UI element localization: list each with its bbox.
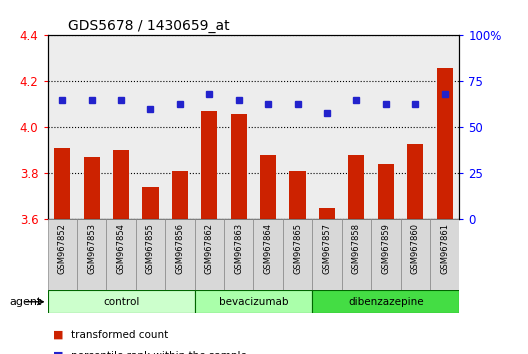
Text: GSM967859: GSM967859 — [381, 223, 390, 274]
Bar — [401, 35, 430, 219]
Bar — [201, 111, 218, 219]
Bar — [224, 219, 253, 290]
Text: dibenzazepine: dibenzazepine — [348, 297, 423, 307]
Text: GSM967862: GSM967862 — [205, 223, 214, 274]
Bar — [348, 155, 364, 219]
Bar — [136, 35, 165, 219]
Text: GDS5678 / 1430659_at: GDS5678 / 1430659_at — [68, 19, 230, 33]
Bar — [195, 219, 224, 290]
Text: GSM967853: GSM967853 — [87, 223, 96, 274]
Text: GSM967857: GSM967857 — [323, 223, 332, 274]
Bar — [77, 35, 106, 219]
Bar — [283, 35, 312, 219]
Bar — [83, 157, 100, 219]
Bar — [312, 35, 342, 219]
Bar — [165, 35, 195, 219]
Bar — [437, 68, 452, 219]
Bar — [106, 35, 136, 219]
Text: GSM967861: GSM967861 — [440, 223, 449, 274]
Text: agent: agent — [10, 297, 42, 307]
Bar — [319, 208, 335, 219]
Bar — [143, 187, 158, 219]
Text: ■: ■ — [53, 330, 63, 339]
Text: GSM967854: GSM967854 — [117, 223, 126, 274]
Bar — [48, 35, 77, 219]
Text: bevacizumab: bevacizumab — [219, 297, 288, 307]
Bar — [253, 219, 283, 290]
Text: control: control — [103, 297, 139, 307]
Bar — [48, 290, 195, 313]
Text: GSM967852: GSM967852 — [58, 223, 67, 274]
Bar — [48, 219, 77, 290]
Bar — [136, 219, 165, 290]
Bar — [342, 219, 371, 290]
Bar — [430, 35, 459, 219]
Text: GSM967858: GSM967858 — [352, 223, 361, 274]
Bar — [165, 219, 195, 290]
Bar — [54, 148, 70, 219]
Bar — [289, 171, 306, 219]
Bar — [430, 219, 459, 290]
Bar — [371, 219, 401, 290]
Text: GSM967860: GSM967860 — [411, 223, 420, 274]
Bar — [401, 219, 430, 290]
Bar — [312, 290, 459, 313]
Bar — [371, 35, 401, 219]
Bar — [407, 143, 423, 219]
Text: GSM967863: GSM967863 — [234, 223, 243, 274]
Bar — [312, 219, 342, 290]
Text: transformed count: transformed count — [71, 330, 168, 339]
Bar — [106, 219, 136, 290]
Text: GSM967865: GSM967865 — [293, 223, 302, 274]
Bar — [283, 219, 312, 290]
Bar — [342, 35, 371, 219]
Text: GSM967864: GSM967864 — [263, 223, 272, 274]
Bar — [172, 171, 188, 219]
Bar — [195, 35, 224, 219]
Bar — [77, 219, 106, 290]
Text: GSM967855: GSM967855 — [146, 223, 155, 274]
Bar — [195, 290, 312, 313]
Bar — [260, 155, 276, 219]
Text: percentile rank within the sample: percentile rank within the sample — [71, 351, 247, 354]
Bar — [231, 114, 247, 219]
Bar — [113, 150, 129, 219]
Bar — [253, 35, 283, 219]
Bar — [378, 164, 394, 219]
Text: GSM967856: GSM967856 — [175, 223, 184, 274]
Bar — [224, 35, 253, 219]
Text: ■: ■ — [53, 351, 63, 354]
